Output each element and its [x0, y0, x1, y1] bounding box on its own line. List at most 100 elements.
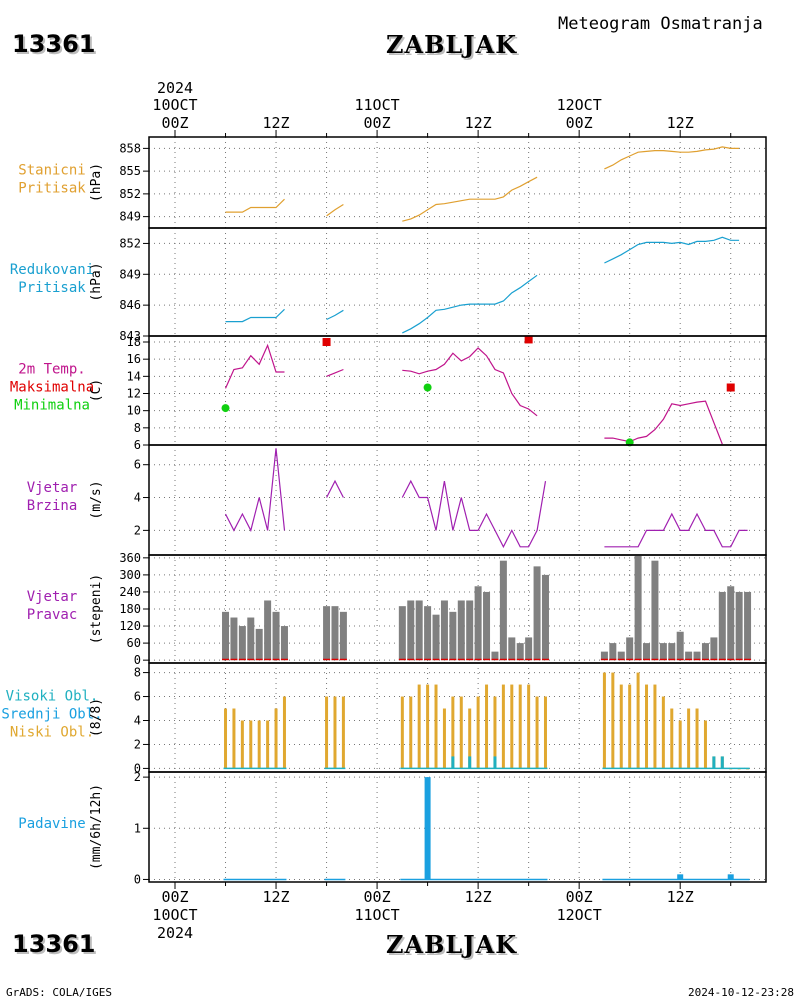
- data-bar: [440, 600, 448, 661]
- time-label-bottom: 12Z: [465, 888, 492, 906]
- data-bar: [525, 637, 533, 661]
- data-bar: [701, 658, 709, 661]
- data-bar: [619, 684, 623, 769]
- data-bar: [333, 696, 337, 769]
- time-label-bottom: 10OCT: [152, 906, 197, 924]
- data-bar: [272, 658, 280, 661]
- data-bar: [727, 874, 734, 880]
- y-tick-label: 10: [127, 404, 141, 418]
- panel-label: Redukovani: [10, 262, 94, 278]
- data-bar: [687, 708, 691, 769]
- data-bar: [685, 658, 693, 661]
- data-bar: [626, 637, 634, 661]
- data-bar: [693, 651, 701, 661]
- data-bar: [600, 658, 608, 661]
- data-bar: [280, 658, 288, 661]
- series-line: [225, 198, 285, 213]
- y-tick-label: 1: [134, 821, 141, 835]
- data-bar: [735, 591, 743, 661]
- data-bar: [668, 658, 676, 661]
- data-bar: [238, 626, 246, 661]
- series-line: [326, 479, 344, 498]
- panel-temperature: [143, 335, 767, 447]
- data-bar: [274, 708, 278, 769]
- data-bar: [651, 560, 659, 661]
- series-line: [604, 400, 723, 445]
- time-label-top: 2024: [157, 79, 193, 97]
- data-bar: [474, 586, 482, 661]
- data-bar: [230, 658, 238, 661]
- y-tick-label: 180: [119, 602, 141, 616]
- data-bar: [222, 611, 230, 661]
- data-bar: [695, 708, 699, 769]
- data-bar: [264, 658, 272, 661]
- data-bar: [400, 696, 404, 769]
- data-bar: [670, 708, 674, 769]
- station-name-top: ZABLJAK: [386, 30, 518, 59]
- data-bar: [501, 684, 505, 769]
- series-line: [224, 448, 286, 533]
- data-bar: [339, 611, 347, 661]
- time-label-top: 12Z: [465, 114, 492, 132]
- panel-wind_speed: [143, 444, 767, 556]
- panel-precipitation: [143, 771, 767, 883]
- data-bar: [685, 651, 693, 661]
- time-label-bottom: 11OCT: [355, 906, 400, 924]
- data-bar: [735, 658, 743, 661]
- data-bar: [718, 591, 726, 661]
- data-bar: [341, 696, 345, 769]
- data-bar: [222, 658, 230, 661]
- data-bar: [541, 574, 549, 661]
- time-label-bottom: 12Z: [667, 888, 694, 906]
- max-temp-marker: [322, 338, 331, 347]
- panel-unit: (stepeni): [89, 574, 104, 644]
- data-bar: [255, 658, 263, 661]
- meteogram-subtitle: Meteogram Osmatranja: [558, 14, 763, 34]
- y-tick-label: 4: [134, 713, 141, 727]
- y-tick-label: 14: [127, 369, 141, 383]
- y-tick-label: 2: [134, 770, 141, 784]
- y-tick-label: 6: [134, 458, 141, 472]
- y-tick-label: 16: [127, 352, 141, 366]
- panel-reduced_pressure: [143, 227, 767, 337]
- data-bar: [645, 684, 649, 769]
- series-line: [326, 309, 344, 321]
- data-bar: [339, 658, 347, 661]
- time-label-top: 12OCT: [557, 96, 602, 114]
- data-bar: [457, 658, 465, 661]
- y-tick-label: 849: [119, 267, 141, 281]
- panel-label: 2m Temp.: [18, 362, 85, 378]
- y-tick-label: 858: [119, 141, 141, 155]
- panel-label: Pritisak: [18, 181, 86, 197]
- data-bar: [247, 658, 255, 661]
- data-bar: [676, 658, 684, 661]
- data-bar: [255, 628, 263, 661]
- time-label-bottom: 00Z: [161, 888, 188, 906]
- data-bar: [611, 672, 615, 769]
- panel-label: Pravac: [27, 607, 78, 623]
- data-bar: [466, 658, 474, 661]
- panel-label: Padavine: [18, 816, 85, 832]
- data-bar: [331, 606, 339, 661]
- series-line: [326, 203, 344, 217]
- data-bar: [609, 658, 617, 661]
- data-bar: [617, 658, 625, 661]
- y-tick-label: 852: [119, 236, 141, 250]
- data-bar: [720, 756, 724, 769]
- data-bar: [516, 658, 524, 661]
- panel-label: Stanicni: [18, 163, 85, 179]
- y-tick-label: 855: [119, 164, 141, 178]
- data-bar: [264, 600, 272, 661]
- time-label-bottom: 00Z: [364, 888, 391, 906]
- data-bar: [643, 658, 651, 661]
- data-bar: [718, 658, 726, 661]
- y-tick-label: 852: [119, 187, 141, 201]
- data-bar: [602, 672, 606, 769]
- data-bar: [485, 684, 489, 769]
- data-bar: [476, 696, 480, 769]
- data-bar: [661, 696, 665, 769]
- panel-station_pressure: [143, 136, 767, 229]
- station-id-bottom: 13361: [12, 930, 96, 958]
- data-bar: [710, 658, 718, 661]
- series-line: [402, 176, 538, 222]
